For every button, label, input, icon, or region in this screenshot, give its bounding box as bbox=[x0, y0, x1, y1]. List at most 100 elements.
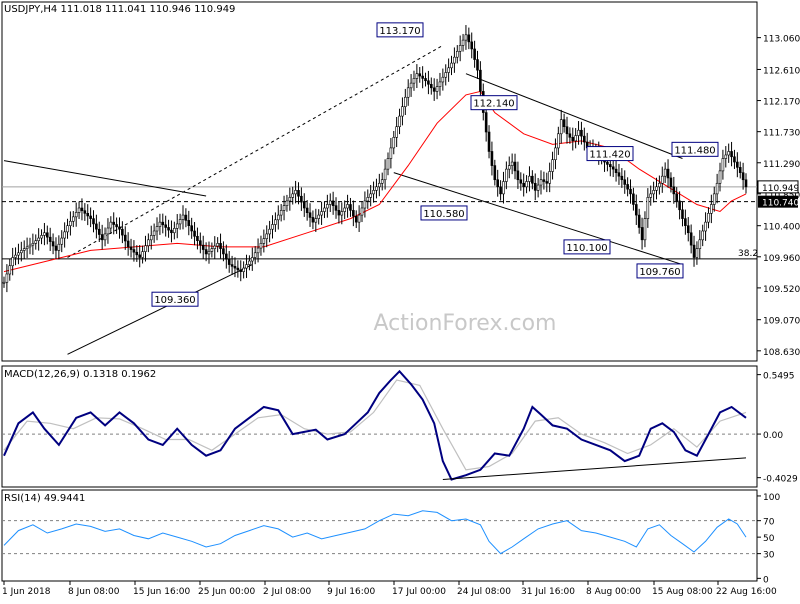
rsi-axis-label: 0 bbox=[763, 575, 769, 585]
candle-body bbox=[646, 197, 650, 219]
candle-body bbox=[115, 224, 118, 228]
candle-body bbox=[46, 232, 49, 238]
candle-body bbox=[297, 190, 300, 197]
candle-body bbox=[126, 240, 130, 248]
candle-body bbox=[409, 82, 413, 89]
candle-body bbox=[230, 264, 234, 267]
candle-body bbox=[181, 214, 185, 220]
candle-body bbox=[207, 251, 211, 255]
candle-body bbox=[276, 214, 280, 221]
candle-body bbox=[516, 170, 520, 181]
candle-body bbox=[435, 86, 439, 92]
candle-body bbox=[95, 223, 98, 230]
candle-body bbox=[455, 51, 459, 58]
candle-body bbox=[715, 182, 719, 195]
candle-body bbox=[528, 175, 531, 182]
price-annotation-box bbox=[151, 291, 199, 307]
watermark: ActionForex.com bbox=[374, 311, 557, 336]
candle-body bbox=[580, 129, 583, 137]
chart-title: USDJPY,H4 111.018 111.041 110.946 110.94… bbox=[4, 4, 235, 15]
candle-body bbox=[733, 156, 736, 163]
candle-body bbox=[253, 252, 257, 258]
candle-body bbox=[103, 233, 107, 241]
candle-body bbox=[245, 264, 248, 269]
price-axis-label: 112.170 bbox=[763, 98, 800, 108]
candle-body bbox=[222, 248, 225, 255]
candle-body bbox=[606, 161, 609, 165]
candle-body bbox=[175, 223, 179, 229]
candle-body bbox=[8, 265, 12, 275]
candle-body bbox=[444, 72, 448, 78]
candle-body bbox=[623, 179, 627, 185]
candle-body bbox=[213, 245, 217, 249]
candle-body bbox=[201, 244, 205, 250]
candle-body bbox=[242, 267, 245, 272]
price-annotation-box bbox=[671, 141, 719, 157]
trendline-5 bbox=[465, 73, 683, 159]
candle-body bbox=[248, 260, 251, 265]
price-annotation-label: 109.760 bbox=[639, 267, 680, 278]
rsi-axis-label: 100 bbox=[763, 493, 780, 503]
candle-body bbox=[337, 210, 341, 216]
candle-body bbox=[461, 39, 465, 46]
candle-body bbox=[701, 230, 704, 241]
candle-body bbox=[187, 220, 191, 226]
candle-body bbox=[395, 126, 398, 138]
candle-body bbox=[686, 225, 690, 234]
candle-body bbox=[118, 226, 121, 230]
candle-body bbox=[652, 190, 655, 195]
candle-body bbox=[178, 219, 182, 225]
price-annotation-box bbox=[470, 95, 518, 111]
candle-body bbox=[193, 230, 196, 237]
candle-body bbox=[496, 179, 500, 188]
candle-body bbox=[86, 213, 90, 217]
candle-body bbox=[736, 161, 739, 168]
candle-body bbox=[643, 218, 647, 241]
candle-body bbox=[660, 175, 664, 184]
candle-body bbox=[678, 200, 681, 211]
candle-body bbox=[97, 228, 101, 235]
candle-body bbox=[317, 214, 321, 219]
candle-body bbox=[138, 254, 141, 258]
price-annotation-box bbox=[420, 205, 468, 221]
candle-body bbox=[626, 184, 629, 190]
rsi-axis-label: 30 bbox=[763, 551, 775, 561]
price-axis-label: 111.290 bbox=[763, 160, 800, 170]
candle-body bbox=[363, 200, 367, 209]
candle-body bbox=[415, 73, 419, 79]
candle-body bbox=[681, 209, 684, 219]
candle-body bbox=[268, 228, 271, 235]
candle-body bbox=[620, 175, 624, 181]
candle-body bbox=[398, 115, 401, 128]
candle-body bbox=[51, 241, 55, 247]
candle-body bbox=[724, 154, 728, 159]
candle-body bbox=[357, 214, 361, 223]
candle-body bbox=[366, 197, 370, 202]
candle-body bbox=[505, 168, 508, 182]
candle-body bbox=[274, 219, 277, 225]
candle-body bbox=[40, 235, 43, 239]
candle-body bbox=[132, 249, 136, 253]
candle-body bbox=[375, 186, 378, 191]
price-annotation-label: 113.170 bbox=[379, 26, 420, 37]
candle-body bbox=[66, 225, 69, 233]
candle-body bbox=[219, 243, 222, 249]
candle-body bbox=[424, 78, 427, 82]
rsi-panel bbox=[1, 489, 758, 582]
x-axis-label: 31 Jul 16:00 bbox=[521, 587, 575, 597]
candle-body bbox=[689, 232, 693, 246]
price-annotation-label: 111.420 bbox=[589, 150, 630, 161]
candle-body bbox=[60, 237, 64, 245]
candle-body bbox=[155, 226, 159, 232]
candle-body bbox=[655, 186, 658, 191]
candle-body bbox=[326, 204, 329, 209]
candle-body bbox=[675, 193, 679, 202]
price-axis-label: 113.060 bbox=[763, 35, 800, 45]
price-annotation-box bbox=[563, 239, 611, 255]
candle-body bbox=[63, 231, 66, 239]
candle-body bbox=[25, 246, 29, 249]
candle-body bbox=[542, 179, 546, 182]
candle-body bbox=[401, 106, 404, 117]
candle-body bbox=[346, 204, 349, 209]
